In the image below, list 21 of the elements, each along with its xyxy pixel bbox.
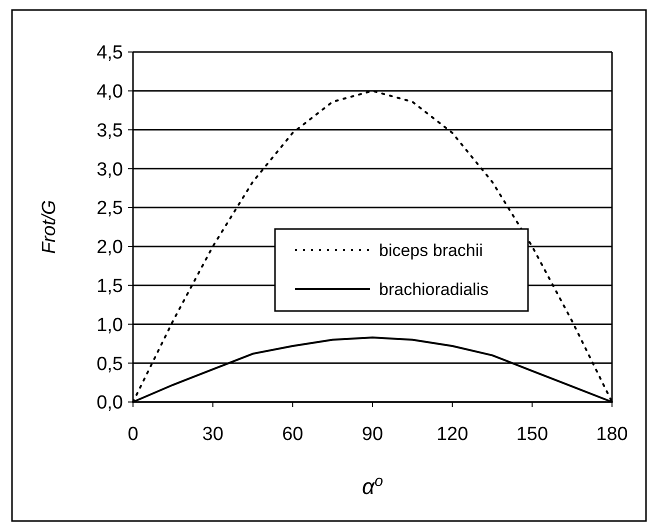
y-tick-label: 2,5 [96, 198, 123, 220]
x-tick-label: 30 [202, 424, 224, 445]
x-tick-label: 120 [436, 424, 468, 445]
y-tick-label: 2,0 [96, 237, 123, 258]
y-tick-label: 0,0 [96, 392, 123, 414]
y-tick-label: 1,5 [96, 276, 123, 297]
y-tick-label: 4,5 [96, 42, 123, 64]
y-tick-label: 3,0 [96, 159, 123, 180]
x-tick-label: 150 [516, 424, 548, 445]
x-tick-label: 60 [282, 424, 304, 445]
y-tick-label: 0,5 [96, 354, 123, 375]
legend-label: biceps brachii [379, 240, 483, 260]
y-tick-label: 3,5 [96, 120, 123, 142]
x-tick-label: 0 [128, 424, 138, 445]
legend-label: brachioradialis [379, 280, 489, 299]
x-axis-title: α$^{o}$ [362, 472, 384, 499]
x-tick-label: 180 [596, 424, 628, 445]
y-axis-title: Frot/G [39, 200, 60, 254]
y-tick-label: 1,0 [96, 314, 123, 336]
x-tick-label: 90 [362, 424, 384, 445]
y-tick-label: 4,0 [96, 82, 123, 103]
